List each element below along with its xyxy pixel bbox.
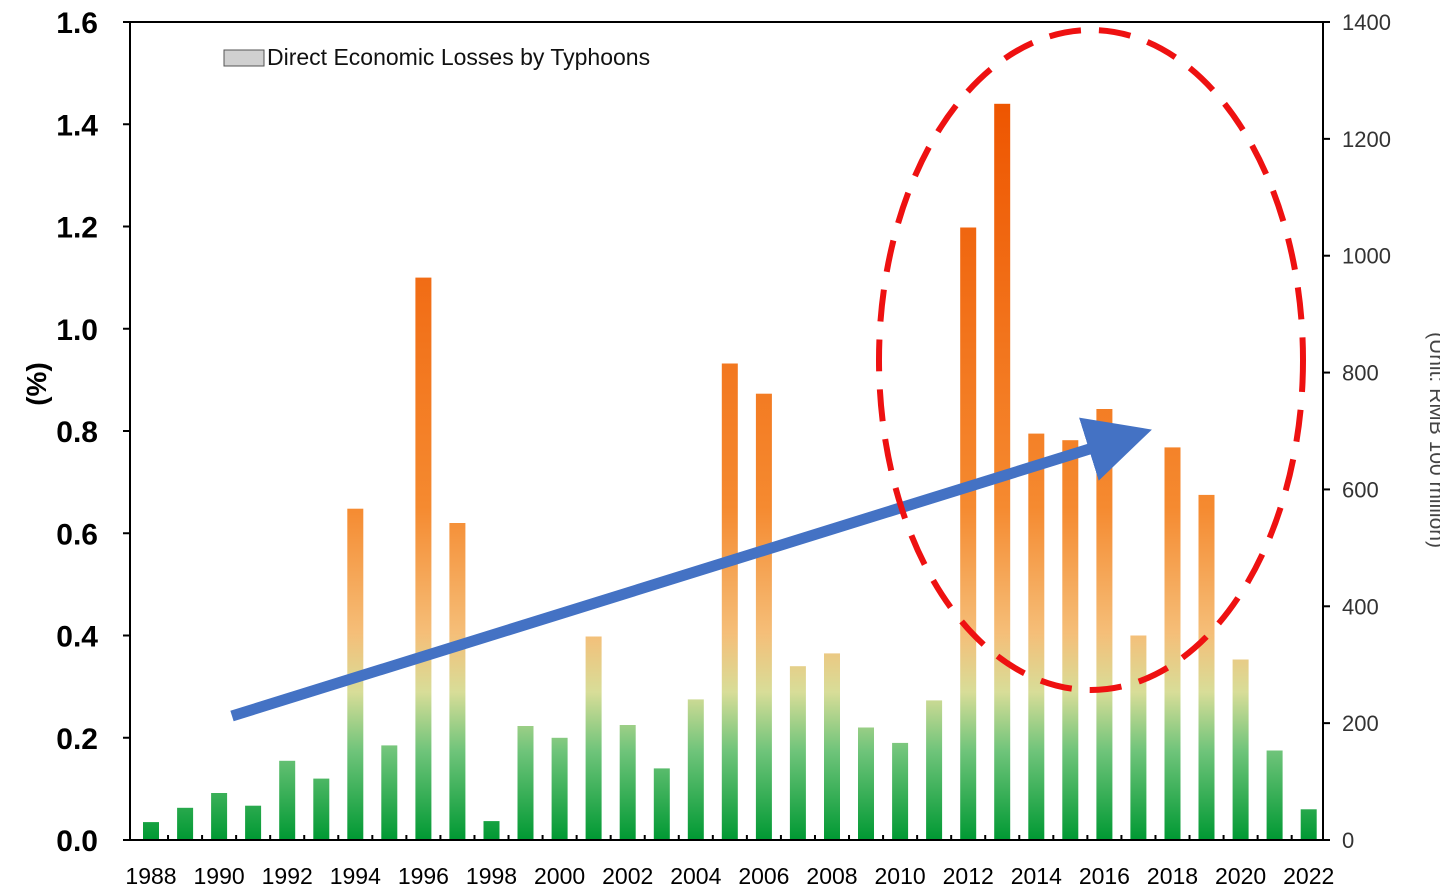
x-tick-label: 1994 [330, 863, 381, 888]
x-tick-label: 1998 [466, 863, 517, 888]
bar-2014 [1028, 433, 1045, 840]
left-tick-label: 1.2 [56, 212, 98, 245]
x-tick-label: 2020 [1215, 863, 1266, 888]
right-tick-label: 0 [1342, 828, 1354, 853]
highlight-ellipse [876, 27, 1306, 693]
left-tick-label: 0.4 [56, 621, 98, 654]
bar-2001 [585, 636, 602, 840]
x-tick-label: 2008 [806, 863, 857, 888]
x-tick-label: 1996 [398, 863, 449, 888]
x-tick-label: 2002 [602, 863, 653, 888]
bar-2012 [960, 227, 977, 840]
left-tick-label: 1.0 [56, 314, 98, 347]
bar-2018 [1164, 447, 1181, 840]
bar-1995 [381, 745, 398, 840]
x-tick-label: 1992 [262, 863, 313, 888]
bar-2004 [687, 699, 704, 840]
x-tick-label: 1990 [194, 863, 245, 888]
bar-1993 [313, 778, 330, 840]
bar-1999 [517, 726, 534, 840]
legend-label: Direct Economic Losses by Typhoons [267, 44, 650, 70]
x-tick-label: 2016 [1079, 863, 1130, 888]
bar-2007 [789, 666, 806, 840]
right-tick-label: 800 [1342, 361, 1379, 386]
bar-2015 [1062, 440, 1079, 840]
bar-1989 [177, 807, 194, 840]
right-tick-label: 400 [1342, 594, 1379, 619]
bar-1988 [143, 822, 159, 840]
left-tick-label: 0.0 [56, 825, 98, 858]
bar-2017 [1130, 635, 1147, 840]
x-tick-label: 2014 [1011, 863, 1062, 888]
bar-2011 [926, 700, 943, 840]
bar-2020 [1232, 659, 1249, 840]
bar-2003 [653, 768, 670, 840]
bar-2019 [1198, 494, 1215, 840]
bar-2021 [1266, 750, 1283, 840]
x-tick-label: 1988 [125, 863, 176, 888]
bar-2005 [721, 363, 738, 840]
left-tick-labels: 0.0 0.2 0.4 0.6 0.8 1.0 1.2 1.4 1.6 [56, 7, 98, 858]
left-tick-label: 1.4 [56, 109, 98, 142]
right-tick-label: 200 [1342, 711, 1379, 736]
right-tick-label: 1200 [1342, 127, 1391, 152]
bar-1991 [245, 805, 262, 840]
left-tick-label: 0.2 [56, 723, 98, 756]
x-tick-label: 2000 [534, 863, 585, 888]
bar-1997 [449, 523, 466, 840]
right-tick-label: 1400 [1342, 10, 1391, 35]
x-tick-label: 2010 [875, 863, 926, 888]
legend-swatch [223, 49, 265, 67]
bar-1992 [279, 760, 296, 840]
left-tick-label: 0.6 [56, 518, 98, 551]
trend-arrow [230, 417, 1152, 722]
x-tick-label: 2006 [738, 863, 789, 888]
x-tick-label: 2018 [1147, 863, 1198, 888]
bar-2022 [1300, 809, 1317, 840]
right-axis-title: (Unit: RMB 100 million) [1425, 332, 1440, 548]
right-tick-labels: 0 200 400 600 800 1000 1200 1400 [1342, 10, 1391, 853]
bar-2009 [858, 727, 874, 840]
x-tick-labels: 1988 1990 1992 1994 1996 1998 2000 2002 2004 2006… [125, 863, 1334, 888]
left-tick-label: 1.6 [56, 7, 98, 40]
bar-2008 [824, 653, 840, 840]
x-tick-label: 2012 [943, 863, 994, 888]
x-tick-label: 2004 [670, 863, 721, 888]
left-tick-label: 0.8 [56, 416, 98, 449]
bar-1990 [211, 793, 228, 840]
bar-2010 [892, 742, 909, 840]
legend: Direct Economic Losses by Typhoons [223, 44, 650, 70]
bar-1996 [415, 277, 432, 841]
bar-2000 [551, 737, 568, 841]
right-tick-label: 600 [1342, 477, 1379, 502]
bar-2016 [1096, 409, 1113, 840]
bar-2006 [755, 393, 772, 840]
left-axis-title: (%) [21, 362, 52, 406]
right-tick-label: 1000 [1342, 244, 1391, 269]
x-tick-label: 2022 [1283, 863, 1334, 888]
bars [143, 103, 1317, 841]
bar-1998 [483, 821, 500, 840]
bar-2002 [619, 725, 636, 840]
tick-marks [123, 21, 1330, 841]
